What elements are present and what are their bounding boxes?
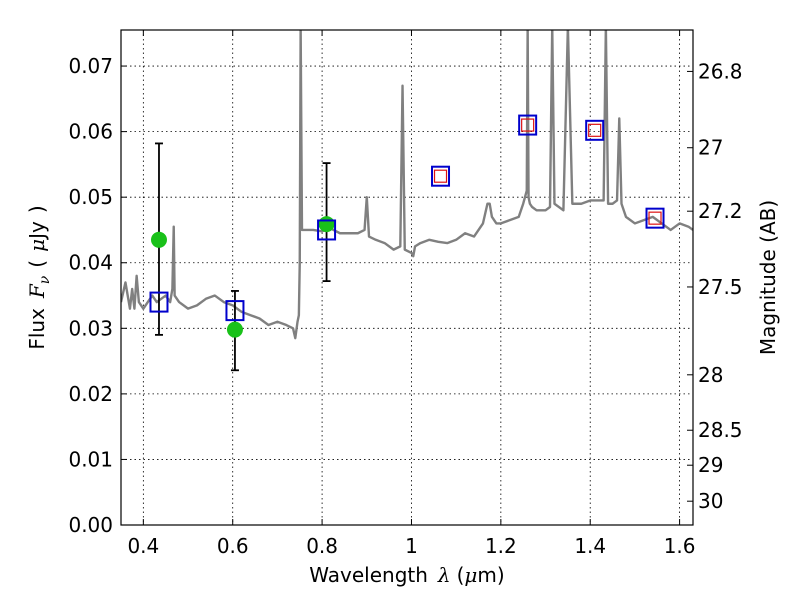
synthetic-blue-square <box>645 207 665 229</box>
mag-tick-label: 27.2 <box>698 199 743 223</box>
y-tick-label: 0.04 <box>68 251 113 275</box>
observed-point <box>150 231 167 248</box>
synthetic-blue-square <box>431 165 451 187</box>
mag-tick-label: 26.8 <box>698 59 743 83</box>
mag-tick-label: 30 <box>698 489 723 513</box>
y-axis-right-label: Magnitude (AB) <box>756 200 780 355</box>
x-tick-label: 1.2 <box>485 534 517 558</box>
x-tick-label: 1.6 <box>664 534 696 558</box>
model-spectrum-line <box>121 30 693 340</box>
mag-tick-label: 28 <box>698 363 723 387</box>
y-tick-label: 0.00 <box>68 513 113 537</box>
mag-tick-label: 27.5 <box>698 275 743 299</box>
y-axis-label: FluxFν(μJy) <box>25 205 53 349</box>
mag-tick-label: 28.5 <box>698 418 743 442</box>
synthetic-red-square <box>521 118 535 132</box>
mag-tick-label: 27 <box>698 136 723 160</box>
plot-layer <box>121 30 693 372</box>
y-tick-label: 0.05 <box>68 185 113 209</box>
plot-frame <box>120 29 694 526</box>
y-tick-label: 0.07 <box>68 54 113 78</box>
mag-tick-label: 29 <box>698 453 723 477</box>
x-tick-label: 1.4 <box>574 534 606 558</box>
x-tick-label: 0.4 <box>127 534 159 558</box>
synthetic-blue-square <box>149 291 169 313</box>
synthetic-red-square <box>648 211 662 225</box>
observed-point <box>226 321 243 338</box>
x-tick-label: 0.8 <box>306 534 338 558</box>
tick-layer: 0.4 0.6 0.8 1 1.2 1.4 1.6 0.00 0.01 0.02 0.03 0.04 0… <box>68 30 743 558</box>
y-tick-label: 0.01 <box>68 447 113 471</box>
y-tick-label: 0.03 <box>68 316 113 340</box>
synthetic-blue-square <box>225 300 245 322</box>
x-axis-label: Wavelength λ (μm) <box>309 563 504 587</box>
x-tick-label: 1 <box>405 534 418 558</box>
synthetic-blue-square <box>518 114 538 136</box>
synthetic-red-square <box>588 123 602 137</box>
synthetic-red-square <box>433 169 448 183</box>
synthetic-blue-square <box>585 119 605 141</box>
observed-point <box>318 216 335 233</box>
x-tick-label: 0.6 <box>217 534 249 558</box>
synthetic-blue-square <box>317 219 337 241</box>
grid-layer <box>121 30 693 526</box>
y-tick-label: 0.06 <box>68 120 113 144</box>
y-tick-label: 0.02 <box>68 382 113 406</box>
